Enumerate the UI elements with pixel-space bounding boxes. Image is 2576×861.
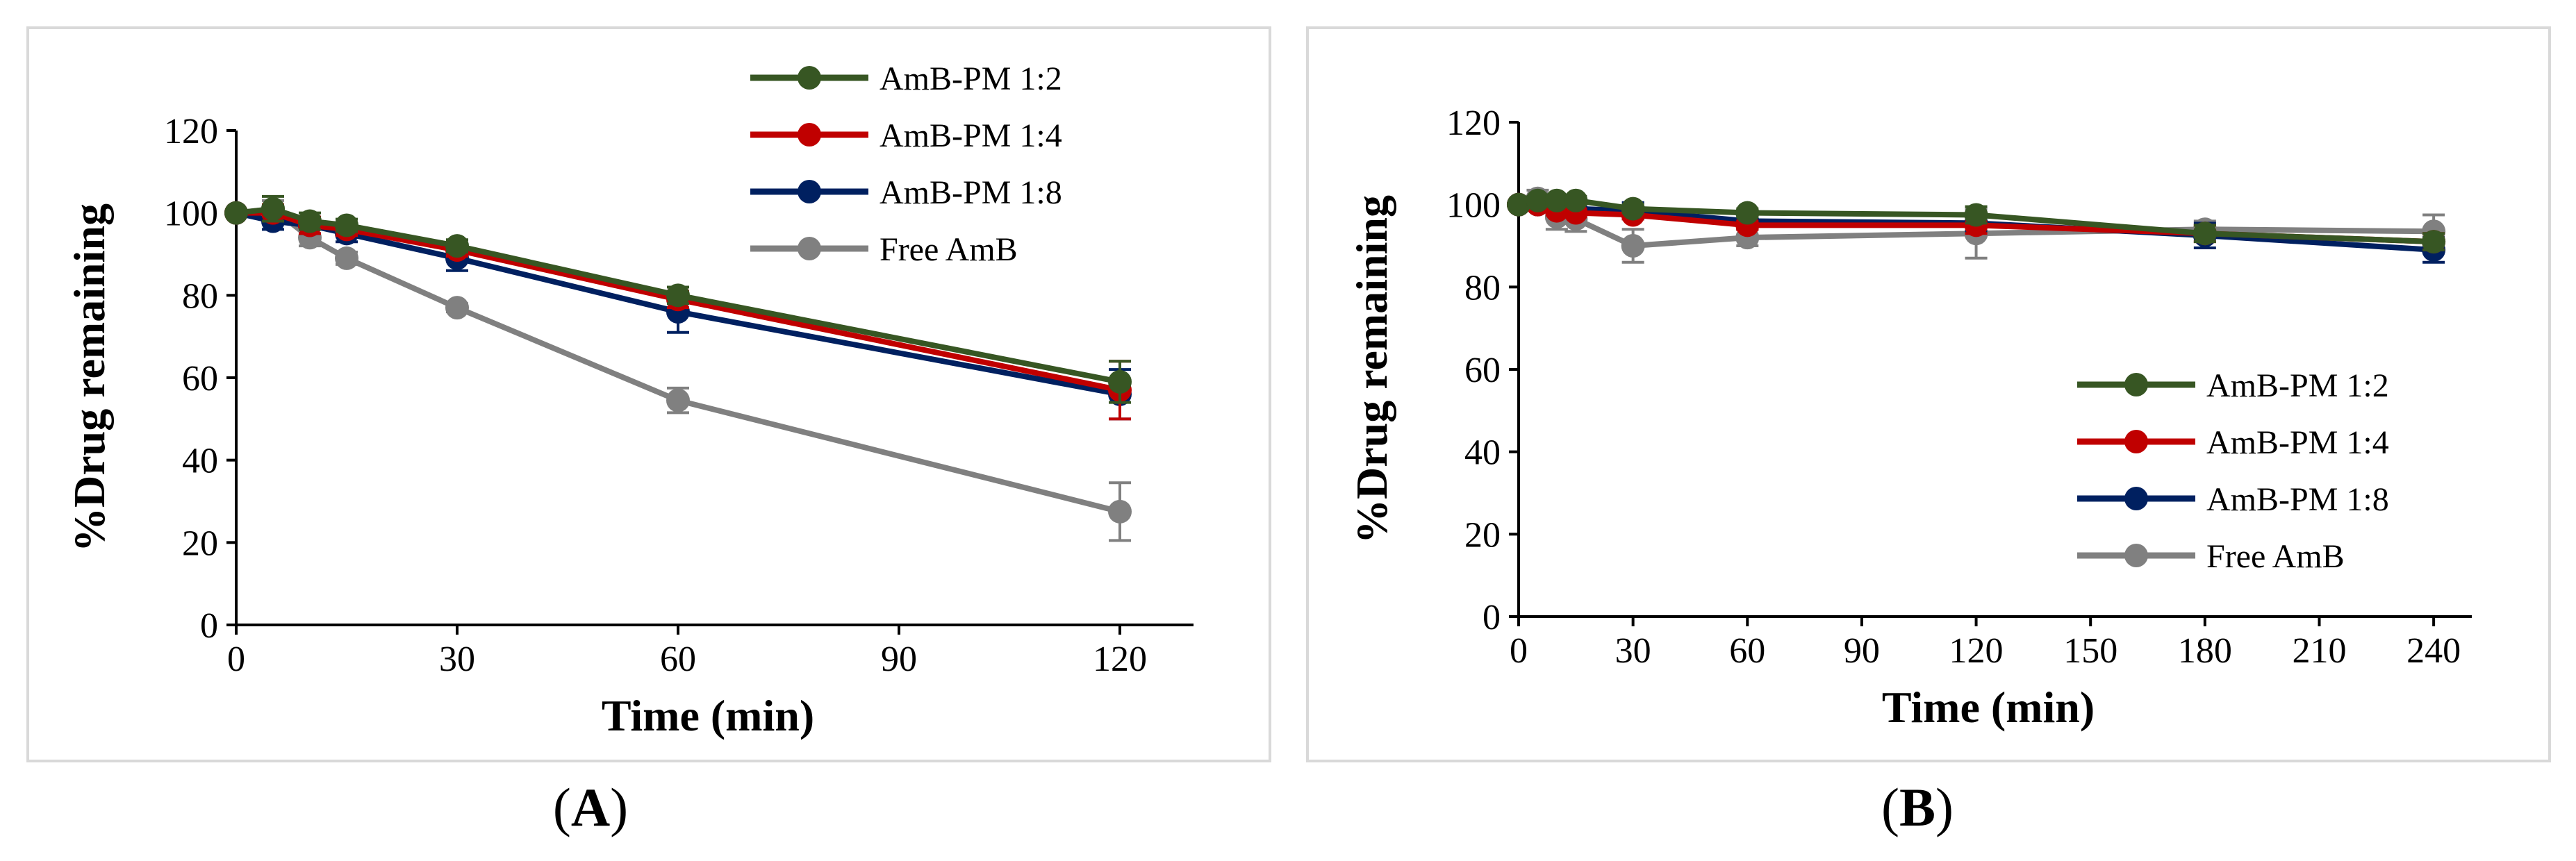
x-tick-label-b: 210 <box>2292 631 2346 671</box>
data-point-b-0 <box>2193 221 2217 246</box>
legend-marker-b-2 <box>2124 487 2148 510</box>
panel-a-label: (A) <box>486 776 695 839</box>
x-axis-title-a: Time (min) <box>602 691 814 740</box>
panel-b-label-letter: B <box>1899 777 1936 837</box>
legend-marker-b-0 <box>2124 373 2148 396</box>
data-point-a-3 <box>1108 499 1132 524</box>
x-tick-label-a: 60 <box>660 640 696 679</box>
data-point-b-0 <box>1507 192 1530 217</box>
data-point-a-0 <box>261 197 285 221</box>
data-point-b-0 <box>1964 203 1988 227</box>
x-tick-label-b: 0 <box>1510 631 1528 671</box>
y-tick-label-b: 60 <box>1464 351 1501 390</box>
legend-label-a-0: AmB-PM 1:2 <box>880 60 1062 97</box>
panel-a-label-letter: A <box>570 777 611 837</box>
legend-label-b-0: AmB-PM 1:2 <box>2206 367 2389 404</box>
y-tick-label-a: 100 <box>164 194 218 234</box>
legend-label-b-1: AmB-PM 1:4 <box>2206 424 2389 461</box>
y-tick-label-a: 60 <box>182 359 218 399</box>
legend-label-a-2: AmB-PM 1:8 <box>880 174 1062 211</box>
y-tick-label-b: 20 <box>1464 515 1501 555</box>
panel-a-label-open: ( <box>552 777 571 837</box>
legend-marker-a-1 <box>798 123 821 147</box>
y-tick-label-a: 20 <box>182 524 218 563</box>
y-tick-label-b: 120 <box>1446 103 1501 143</box>
legend-label-a-3: Free AmB <box>880 231 1018 268</box>
y-tick-label-a: 80 <box>182 276 218 316</box>
x-tick-label-a: 90 <box>881 640 917 679</box>
data-point-a-0 <box>1108 369 1132 394</box>
legend-marker-a-0 <box>798 66 821 90</box>
x-tick-label-b: 180 <box>2178 631 2232 671</box>
y-tick-label-a: 0 <box>200 606 218 646</box>
data-point-b-0 <box>1621 197 1645 221</box>
panel-b-frame <box>1306 26 2551 762</box>
data-point-a-3 <box>445 296 469 320</box>
y-tick-label-a: 40 <box>182 442 218 481</box>
data-point-a-0 <box>298 209 322 233</box>
panel-b-label-open: ( <box>1881 777 1899 837</box>
chart-b: 0 20 40 60 80 100 120 0 30 60 90 120 150 180 210 240 Tim… <box>1347 103 2472 732</box>
y-axis-title-a: %Drug remaining <box>65 203 114 552</box>
legend-label-a-1: AmB-PM 1:4 <box>880 117 1062 154</box>
x-axis-title-b: Time (min) <box>1882 683 2095 732</box>
data-point-a-3 <box>666 388 690 412</box>
data-point-a-0 <box>335 213 358 237</box>
legend-marker-a-2 <box>798 180 821 203</box>
x-tick-label-a: 0 <box>227 640 245 679</box>
legend-a: AmB-PM 1:2 AmB-PM 1:4 AmB-PM 1:8 Free AmB <box>750 60 1062 268</box>
x-tick-label-b: 30 <box>1615 631 1651 671</box>
x-tick-label-b: 90 <box>1844 631 1880 671</box>
y-tick-label-b: 80 <box>1464 268 1501 308</box>
data-point-b-0 <box>1735 201 1760 225</box>
legend-marker-b-1 <box>2124 430 2148 453</box>
x-tick-label-a: 120 <box>1093 640 1147 679</box>
x-tick-label-a: 30 <box>439 640 475 679</box>
panel-b-label: (B) <box>1813 776 2022 839</box>
y-tick-label-a: 120 <box>164 112 218 151</box>
panel-b-label-close: ) <box>1935 777 1954 837</box>
y-tick-label-b: 0 <box>1483 598 1501 637</box>
data-point-b-0 <box>1564 188 1588 212</box>
y-axis-title-b: %Drug remaining <box>1347 195 1396 544</box>
legend-label-b-3: Free AmB <box>2206 538 2345 575</box>
x-tick-label-b: 60 <box>1729 631 1765 671</box>
panel-a-label-close: ) <box>610 777 629 837</box>
legend-label-b-2: AmB-PM 1:8 <box>2206 481 2389 518</box>
legend-marker-a-3 <box>798 237 821 260</box>
data-point-a-0 <box>666 283 690 308</box>
x-tick-label-b: 240 <box>2406 631 2461 671</box>
legend-marker-b-3 <box>2124 544 2148 567</box>
x-tick-label-b: 120 <box>1949 631 2004 671</box>
series-a-0 <box>224 194 1132 404</box>
data-point-b-0 <box>1526 188 1550 212</box>
panel-a-frame <box>26 26 1271 762</box>
legend-b: AmB-PM 1:2 AmB-PM 1:4 AmB-PM 1:8 Free AmB <box>2077 367 2389 575</box>
data-point-b-3 <box>1621 234 1645 258</box>
y-tick-label-b: 40 <box>1464 433 1501 473</box>
data-point-a-0 <box>224 201 248 225</box>
series-b-0 <box>1507 188 2446 254</box>
x-tick-label-b: 150 <box>2063 631 2117 671</box>
chart-a: 0 20 40 60 80 100 120 0 30 60 90 120 Time (min) %Drug… <box>65 60 1194 740</box>
data-point-a-3 <box>335 246 358 270</box>
data-point-b-0 <box>1544 188 1569 212</box>
data-point-b-0 <box>2422 230 2446 254</box>
y-tick-label-b: 100 <box>1446 186 1501 226</box>
data-point-a-0 <box>445 234 469 258</box>
